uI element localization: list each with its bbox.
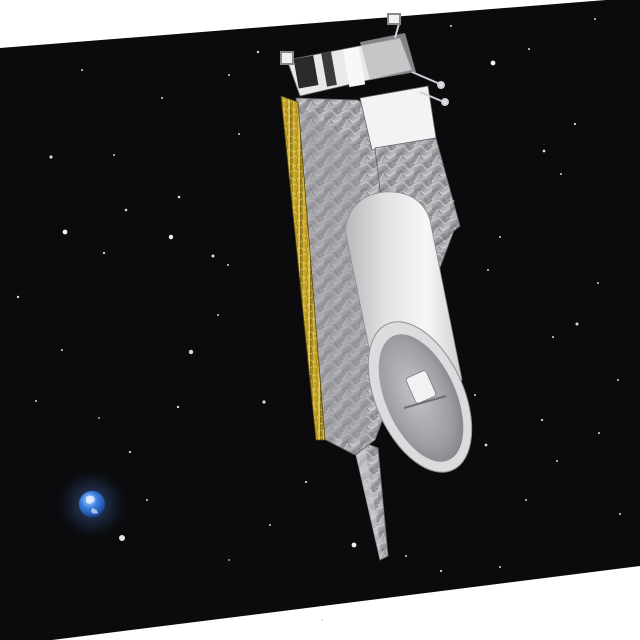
secondary-mirror — [405, 370, 437, 404]
earth — [54, 466, 130, 542]
spacecraft — [280, 13, 473, 561]
starfield — [16, 18, 621, 621]
solar-panel — [280, 95, 326, 441]
moon — [119, 535, 125, 541]
foil-panel-right — [374, 137, 461, 251]
telescope — [344, 191, 473, 473]
antenna — [280, 13, 449, 106]
